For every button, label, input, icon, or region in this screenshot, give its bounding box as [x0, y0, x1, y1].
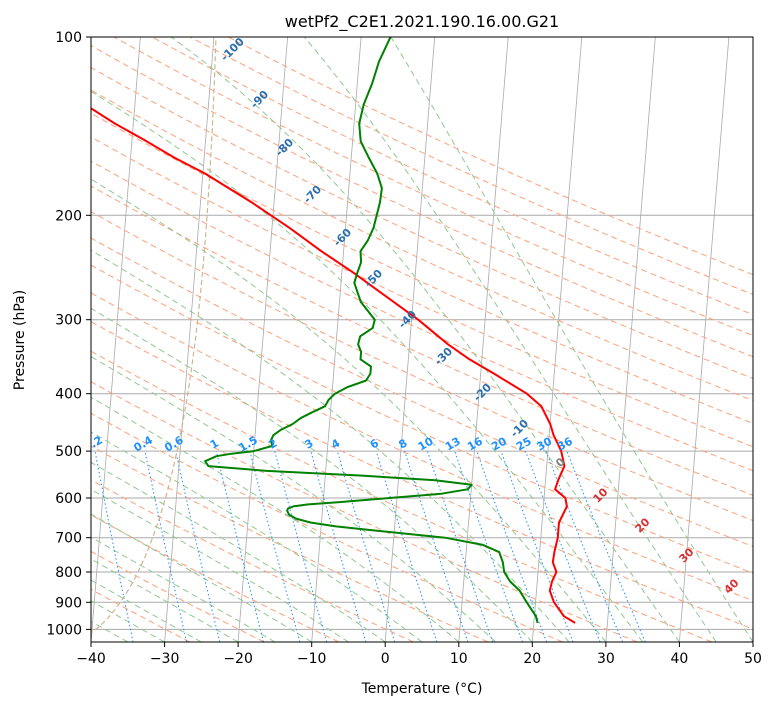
dry-adiabat-line — [151, 37, 753, 316]
dry-adiabat-line — [91, 350, 712, 642]
moist-adiabat-line — [303, 37, 717, 642]
mixing-ratio-line — [566, 450, 646, 642]
dry-adiabat-line — [91, 550, 265, 642]
isotherm-line — [91, 37, 141, 642]
isotherm-line — [679, 37, 730, 642]
x-tick-label: −40 — [76, 651, 106, 667]
isotherm-line — [311, 37, 362, 642]
chart-title: wetPf2_C2E1.2021.190.16.00.G21 — [285, 12, 559, 32]
moist-adiabat-line — [91, 249, 570, 642]
y-tick-label: 100 — [55, 30, 82, 46]
dry-adiabat-line — [113, 37, 753, 337]
dry-adiabat-line — [91, 237, 753, 548]
moist-adiabat-line — [91, 536, 276, 642]
y-tick-label: 800 — [55, 565, 82, 581]
isotherm-line — [164, 37, 215, 642]
dry-adiabat-line — [91, 185, 753, 496]
x-tick-label: 50 — [744, 651, 762, 667]
moist-adiabat-line — [170, 37, 680, 642]
moist-adiabat-line — [91, 178, 607, 642]
x-tick-label: 30 — [597, 651, 615, 667]
moist-adiabat-line — [91, 90, 644, 642]
y-tick-label: 900 — [55, 595, 82, 611]
y-tick-label: 600 — [55, 491, 82, 507]
y-tick-label: 300 — [55, 313, 82, 329]
y-tick-label: 400 — [55, 387, 82, 403]
temperature-profile-line — [91, 107, 576, 624]
y-tick-label: 700 — [55, 531, 82, 547]
x-tick-label: 20 — [523, 651, 541, 667]
x-tick-label: −10 — [297, 651, 327, 667]
axis-ticks: −40 −30 −20 −10 0 10 20 30 40 50 100 200 300 400 500 60… — [46, 30, 762, 667]
dry-adiabat-line — [91, 67, 753, 379]
moist-adiabat-line — [91, 356, 496, 642]
moist-adiabat-line — [91, 513, 312, 642]
mixing-ratio-line — [404, 450, 469, 642]
y-tick-label: 1000 — [46, 622, 82, 638]
chart-series — [91, 37, 576, 624]
dry-adiabat-line — [91, 321, 753, 630]
mixing-ratio-line — [175, 450, 221, 642]
y-tick-label: 500 — [55, 444, 82, 460]
mixing-ratio-line — [274, 450, 328, 642]
chart-grid — [91, 37, 753, 642]
mixing-ratio-line — [144, 450, 188, 642]
y-axis-title: Pressure (hPa) — [12, 290, 28, 390]
dry-adiabat-line — [91, 89, 753, 402]
dewpoint-profile-line — [204, 37, 539, 624]
isotherm-line — [237, 37, 288, 642]
dry-adiabat-line — [91, 412, 563, 642]
mixing-ratio-line — [249, 450, 301, 642]
lcl-reference-curve — [91, 37, 217, 634]
isotherm-line — [605, 37, 656, 642]
dry-adiabat-line — [91, 292, 753, 602]
x-tick-label: 0 — [381, 651, 390, 667]
plot-frame — [90, 36, 754, 643]
moist-adiabat-line — [91, 558, 239, 642]
mixing-ratio-line — [476, 450, 548, 642]
y-tick-label: 200 — [55, 208, 82, 224]
mixing-ratio-line — [336, 450, 396, 642]
dry-adiabat-line — [91, 211, 753, 522]
moist-adiabat-line — [91, 461, 386, 642]
x-axis-title: Temperature (°C) — [361, 681, 483, 697]
mixing-ratio-line — [310, 450, 367, 642]
mixing-ratio-line — [426, 450, 494, 642]
x-tick-label: 10 — [450, 651, 468, 667]
dry-adiabat-line — [91, 445, 489, 642]
x-tick-label: 40 — [670, 651, 688, 667]
x-tick-label: −30 — [150, 651, 180, 667]
dry-adiabat-line — [91, 264, 753, 574]
moist-adiabat-line — [91, 431, 423, 642]
isotherm-line — [384, 37, 436, 642]
mixing-ratio-line — [375, 450, 438, 642]
dry-adiabat-line — [91, 514, 340, 642]
x-tick-label: −20 — [223, 651, 253, 667]
mixing-ratio-line — [94, 451, 134, 642]
mixing-ratio-line — [454, 450, 523, 642]
moist-adiabat-line — [390, 37, 753, 642]
dry-adiabat-line — [91, 160, 753, 472]
mixing-ratio-line — [215, 450, 264, 642]
